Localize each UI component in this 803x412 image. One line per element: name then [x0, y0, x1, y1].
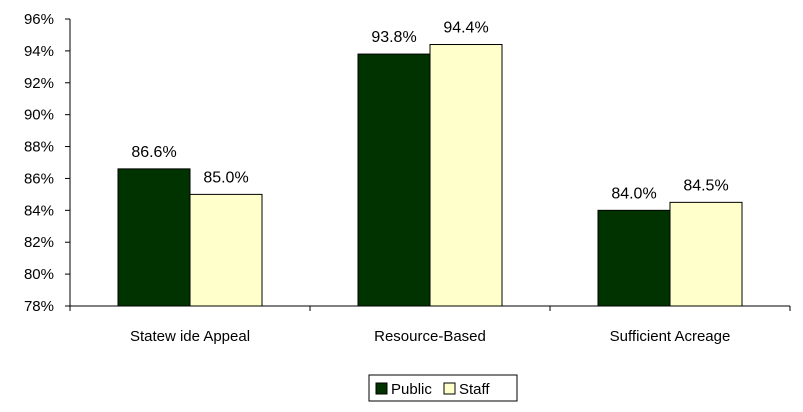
- bar-staff-1: [429, 44, 503, 307]
- data-label: 84.5%: [683, 177, 728, 194]
- bar-staff-2: [669, 201, 743, 307]
- y-tick-label: 80%: [24, 266, 54, 283]
- legend-label-staff: Staff: [459, 381, 490, 398]
- data-label: 86.6%: [131, 144, 176, 161]
- y-tick-label: 88%: [24, 139, 54, 156]
- bar-public-0: [117, 168, 191, 307]
- y-tick-label: 84%: [24, 202, 54, 219]
- x-category-label: Sufficient Acreage: [610, 328, 731, 345]
- data-label: 85.0%: [203, 169, 248, 186]
- y-tick-label: 96%: [24, 11, 54, 28]
- y-tick-label: 86%: [24, 170, 54, 187]
- data-label: 93.8%: [371, 29, 416, 46]
- y-tick-label: 92%: [24, 75, 54, 92]
- legend-swatch-staff: [443, 382, 456, 395]
- y-tick-label: 82%: [24, 234, 54, 251]
- legend-label-public: Public: [391, 381, 432, 398]
- bar-staff-0: [189, 193, 263, 307]
- y-tick-label: 94%: [24, 43, 54, 60]
- x-category-label: Resource-Based: [374, 328, 486, 345]
- x-category-label: Statew ide Appeal: [130, 328, 250, 345]
- y-tick-label: 90%: [24, 107, 54, 124]
- legend-box: [368, 374, 518, 402]
- legend-swatch-public: [375, 382, 388, 395]
- data-label: 94.4%: [443, 20, 488, 37]
- y-tick-label: 78%: [24, 298, 54, 315]
- bar-public-2: [597, 209, 671, 307]
- bar-public-1: [357, 53, 431, 307]
- data-label: 84.0%: [611, 185, 656, 202]
